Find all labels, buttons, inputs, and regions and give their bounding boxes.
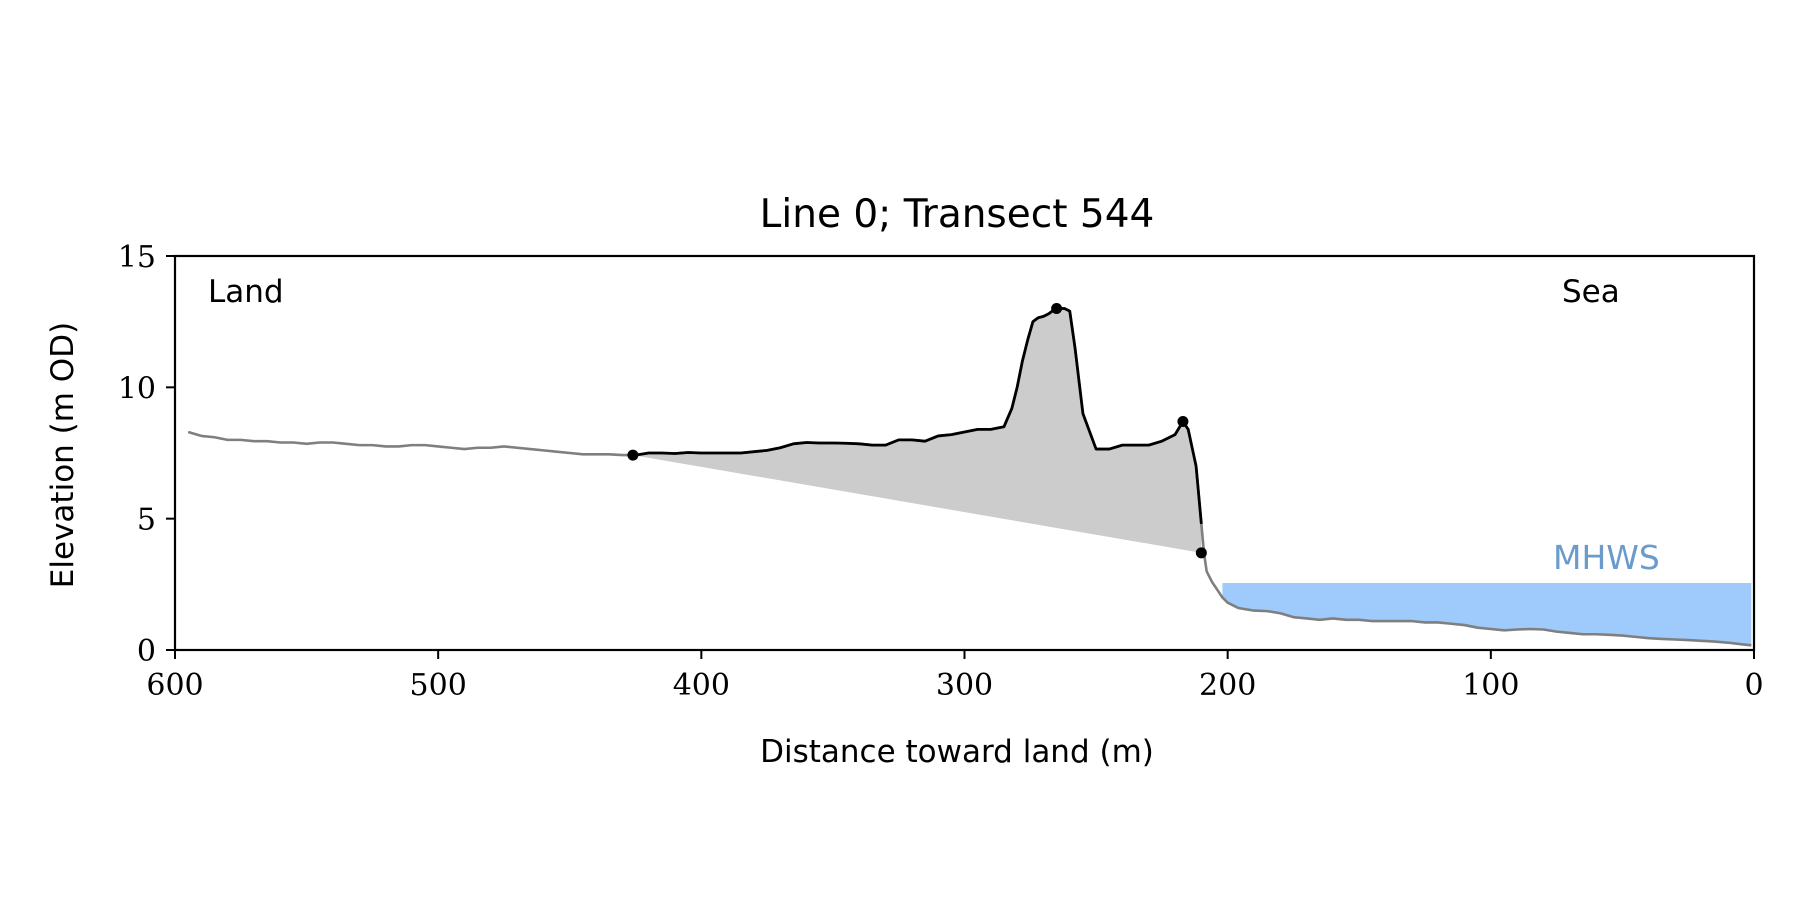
y-tick-label: 0 xyxy=(137,634,156,669)
profile-marker xyxy=(1177,415,1189,427)
x-tick-label: 100 xyxy=(1462,668,1519,703)
profile-marker xyxy=(1051,303,1063,315)
x-tick-label: 300 xyxy=(936,668,993,703)
dune-volume-area xyxy=(632,308,1202,553)
chart-title: Line 0; Transect 544 xyxy=(760,192,1155,237)
land-label: Land xyxy=(208,274,284,310)
y-axis-title: Elevation (m OD) xyxy=(45,322,81,588)
profile-marker xyxy=(627,449,639,461)
mhws-water-area xyxy=(1222,583,1752,646)
x-tick-label: 0 xyxy=(1744,668,1763,703)
x-tick-label: 400 xyxy=(673,668,730,703)
x-tick-label: 500 xyxy=(410,668,467,703)
sea-label: Sea xyxy=(1562,274,1620,310)
y-tick-label: 15 xyxy=(118,240,156,275)
y-tick-label: 5 xyxy=(137,503,156,538)
x-tick-label: 200 xyxy=(1199,668,1256,703)
plot-area: 600 500 400 300 200 100 0 0 5 10 15 xyxy=(118,240,1764,703)
y-tick-label: 10 xyxy=(118,371,156,406)
mhws-label: MHWS xyxy=(1553,538,1660,577)
x-axis-title: Distance toward land (m) xyxy=(760,734,1154,770)
x-tick-label: 600 xyxy=(146,668,203,703)
profile-marker xyxy=(1195,547,1207,559)
dune-profile-line xyxy=(632,307,1203,525)
